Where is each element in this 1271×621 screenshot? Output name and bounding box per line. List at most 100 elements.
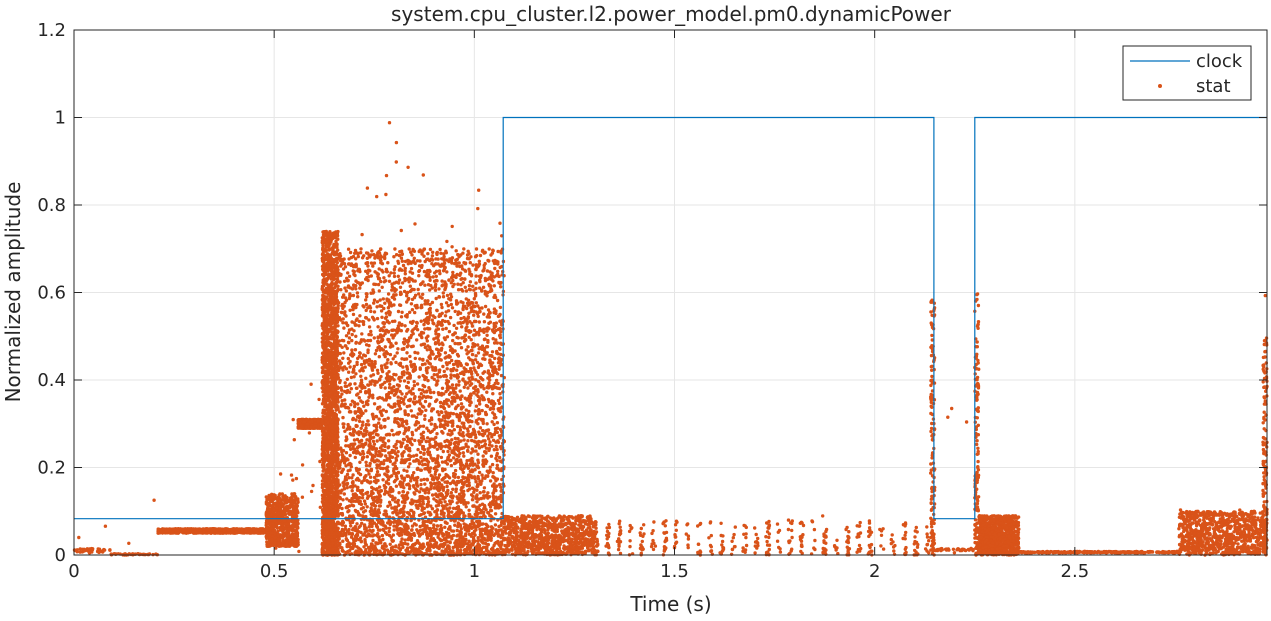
stat-point — [330, 451, 333, 454]
stat-point — [324, 249, 327, 252]
stat-point — [327, 397, 330, 400]
stat-point — [373, 443, 376, 446]
stat-point — [334, 343, 337, 346]
stat-point — [291, 509, 294, 512]
stat-point — [321, 381, 324, 384]
stat-point — [235, 530, 238, 533]
stat-point — [306, 422, 309, 425]
stat-point — [383, 302, 386, 305]
stat-point — [219, 531, 222, 534]
stat-point — [301, 463, 304, 466]
stat-point — [324, 354, 327, 357]
stat-point — [376, 372, 379, 375]
stat-point — [411, 272, 414, 275]
stat-point — [290, 473, 293, 476]
stat-point — [376, 317, 379, 320]
stat-point — [290, 537, 293, 540]
stat-point — [321, 285, 324, 288]
stat-point — [332, 501, 335, 504]
stat-point — [321, 463, 324, 466]
stat-point — [351, 333, 354, 336]
stat-point — [322, 522, 325, 525]
stat-point — [270, 531, 273, 534]
stat-point — [321, 230, 324, 233]
stat-point — [404, 538, 407, 541]
stat-point — [325, 507, 328, 510]
stat-point — [330, 483, 333, 486]
stat-point — [327, 541, 330, 544]
stat-point — [265, 526, 268, 529]
stat-point — [408, 247, 411, 250]
stat-point — [329, 287, 332, 290]
stat-point — [309, 383, 312, 386]
stat-point — [323, 497, 326, 500]
stat-point — [334, 551, 337, 554]
stat-point — [341, 540, 344, 543]
stat-point — [335, 420, 338, 423]
stat-point — [321, 294, 324, 297]
stat-point — [360, 363, 363, 366]
stat-point — [162, 531, 165, 534]
stat-point — [331, 400, 334, 403]
stat-point — [284, 544, 287, 547]
stat-point — [287, 522, 290, 525]
stat-point — [273, 519, 276, 522]
stat-point — [273, 533, 276, 536]
stat-point — [332, 388, 335, 391]
stat-point — [252, 528, 255, 531]
stat-point — [332, 264, 335, 267]
stat-point — [323, 459, 326, 462]
stat-point — [323, 336, 326, 339]
stat-point — [79, 550, 82, 553]
stat-point — [343, 430, 346, 433]
stat-point — [288, 510, 291, 513]
stat-point — [321, 314, 324, 317]
stat-point — [330, 418, 333, 421]
stat-point — [381, 534, 384, 537]
stat-point — [330, 374, 333, 377]
stat-point — [328, 306, 331, 309]
stat-point — [328, 404, 331, 407]
stat-point — [330, 392, 333, 395]
stat-point — [322, 341, 325, 344]
stat-point — [323, 511, 326, 514]
stat-point — [335, 311, 338, 314]
stat-point — [292, 418, 295, 421]
stat-point — [322, 545, 325, 548]
stat-point — [354, 456, 357, 459]
stat-point — [294, 495, 297, 498]
stat-point — [324, 502, 327, 505]
stat-point — [376, 439, 379, 442]
stat-point — [324, 474, 327, 477]
stat-point — [310, 490, 313, 493]
stat-point — [319, 506, 322, 509]
stat-point — [198, 531, 201, 534]
stat-point — [358, 420, 361, 423]
stat-point — [325, 531, 328, 534]
stat-point — [281, 492, 284, 495]
stat-point — [323, 402, 326, 405]
stat-point — [342, 351, 345, 354]
stat-point — [321, 542, 324, 545]
stat-point — [405, 351, 408, 354]
stat-point — [327, 349, 330, 352]
stat-point — [336, 336, 339, 339]
stat-point — [335, 504, 338, 507]
stat-point — [322, 399, 325, 402]
stat-point — [323, 253, 326, 256]
stat-point — [328, 463, 331, 466]
stat-point — [381, 286, 384, 289]
stat-point — [325, 240, 328, 243]
stat-point — [321, 485, 324, 488]
stat-point — [275, 506, 278, 509]
stat-point — [326, 381, 329, 384]
stat-point — [390, 362, 393, 365]
stat-point — [276, 526, 279, 529]
stat-point — [284, 522, 287, 525]
stat-point — [335, 329, 338, 332]
stat-point — [335, 316, 338, 319]
stat-point — [321, 300, 324, 303]
stat-point — [394, 361, 397, 364]
stat-point — [321, 494, 324, 497]
